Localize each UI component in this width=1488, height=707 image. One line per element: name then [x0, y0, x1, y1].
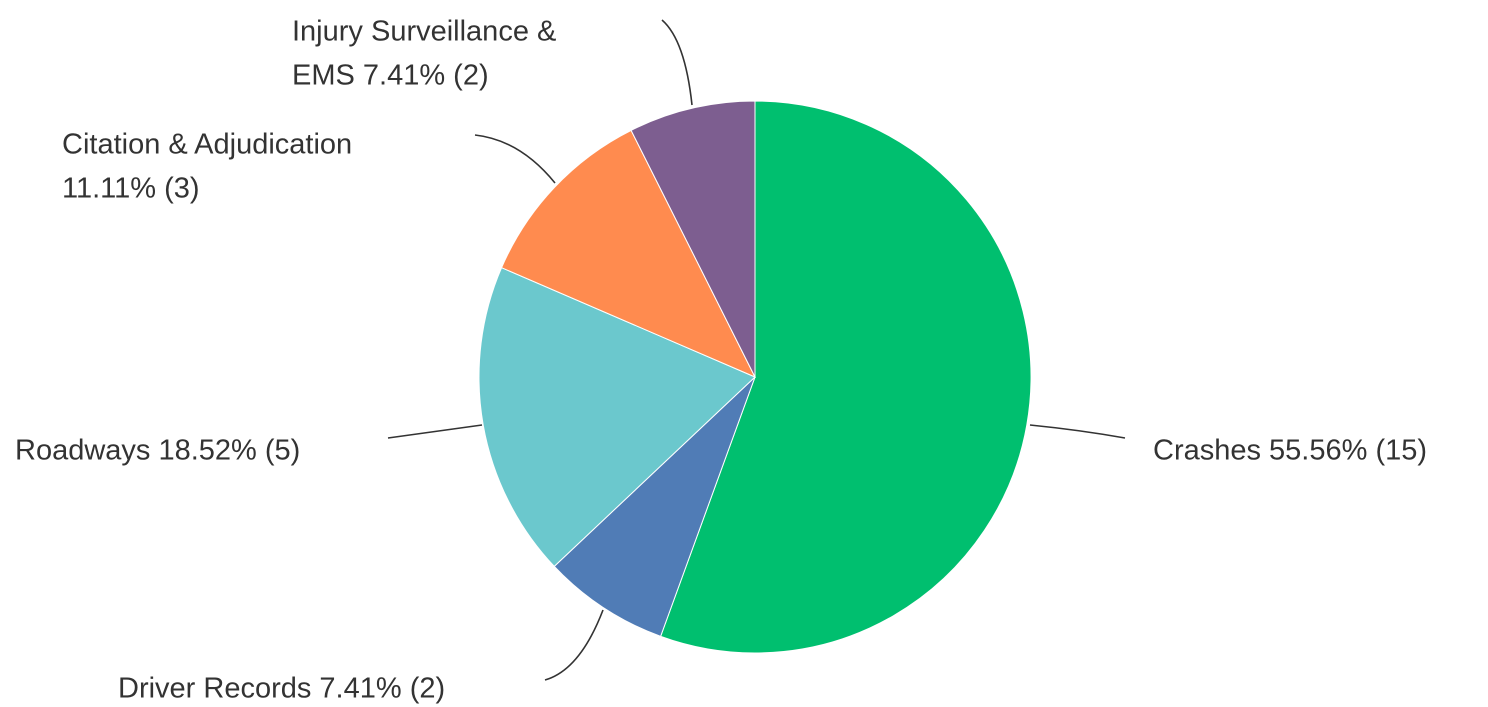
leader-line: [387, 424, 483, 439]
pie-slice: [500, 129, 757, 379]
data-label: Citation & Adjudication: [62, 129, 352, 161]
data-label: EMS 7.41% (2): [292, 60, 489, 92]
leader-line: [544, 609, 604, 681]
pie-slice: [659, 100, 1032, 654]
data-label: Roadways 18.52% (5): [15, 435, 300, 467]
pie-slice: [630, 100, 756, 378]
pie-slice: [478, 267, 756, 568]
leader-line: [661, 19, 693, 106]
data-label: Crashes 55.56% (15): [1153, 435, 1427, 467]
leader-line: [474, 134, 556, 184]
data-label: Driver Records 7.41% (2): [118, 673, 445, 705]
pie-slice: [553, 376, 756, 638]
data-label: 11.11% (3): [62, 173, 200, 205]
data-label: Injury Surveillance &: [292, 16, 556, 48]
leader-line: [1029, 424, 1126, 439]
